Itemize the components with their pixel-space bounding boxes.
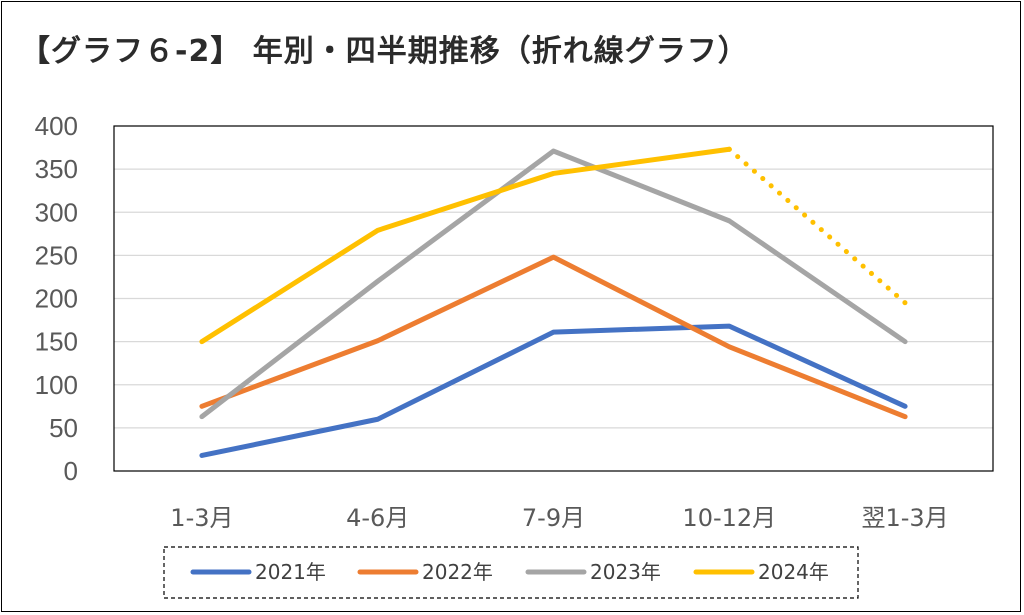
- y-tick-label: 300: [35, 197, 78, 227]
- legend: 2021年 2022年 2023年 2024年: [190, 560, 829, 584]
- legend-box: [163, 546, 859, 599]
- legend-label: 2022年: [422, 560, 493, 584]
- chart-title: 【グラフ６-2】 年別・四半期推移（折れ線グラフ）: [20, 34, 749, 69]
- x-tick-label: 翌1-3月: [861, 504, 948, 532]
- series-line-solid: [199, 148, 908, 420]
- x-axis-ticks: 1-3月 4-6月 7-9月 10-12月 翌1-3月: [170, 504, 948, 532]
- y-axis-ticks: 0 50 100 150 200 250 300 350 400: [35, 111, 78, 486]
- legend-label: 2024年: [758, 560, 829, 584]
- x-tick-label: 7-9月: [522, 504, 585, 532]
- x-tick-label: 10-12月: [682, 504, 776, 532]
- series-line-solid: [199, 323, 908, 458]
- series-1-line: [199, 323, 908, 458]
- series-line-solid: [199, 146, 732, 345]
- plot-area-border: [113, 125, 994, 472]
- legend-label: 2021年: [255, 560, 326, 584]
- y-tick-label: 350: [35, 154, 78, 184]
- y-tick-label: 0: [64, 456, 78, 486]
- series-3-line: [199, 148, 908, 420]
- series-line-solid: [199, 254, 908, 420]
- y-tick-label: 100: [35, 370, 78, 400]
- y-tick-label: 150: [35, 327, 78, 357]
- series-2-line: [199, 254, 908, 420]
- series-lines: [199, 146, 908, 458]
- y-tick-label: 250: [35, 240, 78, 270]
- x-tick-label: 4-6月: [346, 504, 409, 532]
- y-tick-label: 50: [49, 413, 78, 443]
- x-tick-label: 1-3月: [170, 504, 233, 532]
- y-tick-label: 200: [35, 284, 78, 314]
- legend-label: 2023年: [590, 560, 661, 584]
- series-4-line: [199, 146, 908, 345]
- y-tick-label: 400: [35, 111, 78, 141]
